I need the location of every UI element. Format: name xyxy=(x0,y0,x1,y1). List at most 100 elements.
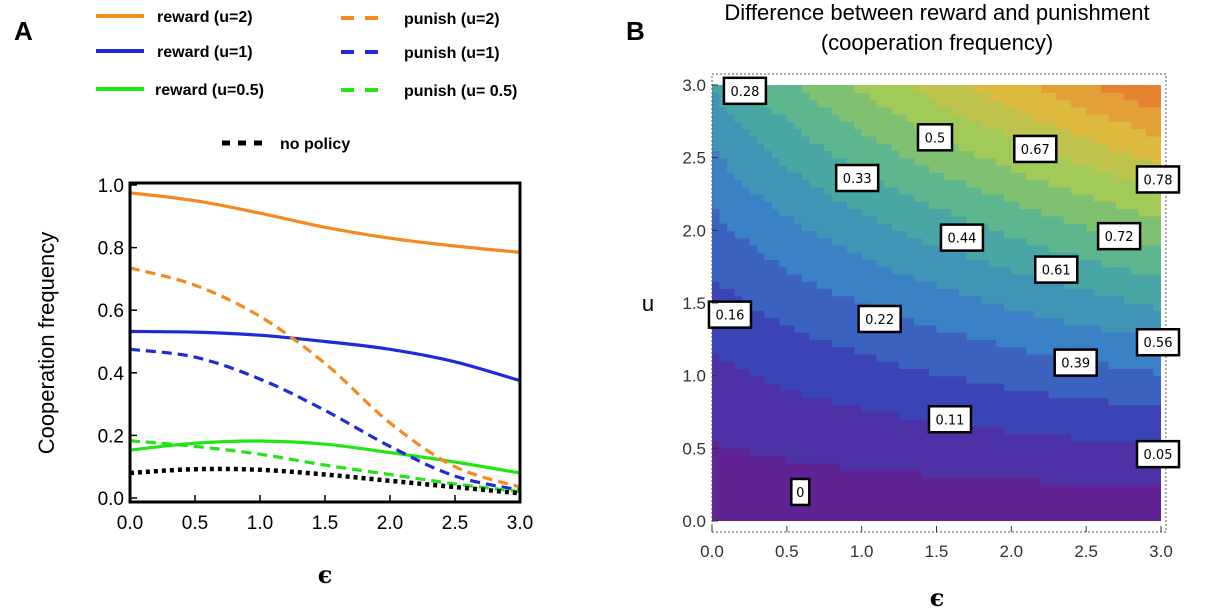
heatmap-cell xyxy=(839,259,848,268)
heatmap-cell xyxy=(943,462,953,471)
heatmap-cell xyxy=(981,404,990,413)
heatmap-cell xyxy=(779,273,788,282)
heatmap-cell xyxy=(1153,404,1161,413)
y-tick-label: 2.5 xyxy=(682,149,706,168)
heatmap-cell xyxy=(1063,172,1072,181)
heatmap-cell xyxy=(1123,273,1132,282)
heatmap-cell xyxy=(1063,179,1072,188)
heatmap-cell xyxy=(1123,121,1132,130)
heatmap-cell xyxy=(891,477,900,486)
heatmap-cell xyxy=(1093,441,1102,449)
heatmap-cell xyxy=(749,266,758,275)
heatmap-cell xyxy=(876,353,885,362)
heatmap-cell xyxy=(801,288,810,297)
heatmap-cell xyxy=(1026,99,1035,108)
heatmap-cell xyxy=(929,448,938,457)
heatmap-cell xyxy=(756,135,765,144)
heatmap-cell xyxy=(899,404,908,413)
heatmap-cell xyxy=(951,317,960,326)
heatmap-cell xyxy=(1018,455,1027,464)
heatmap-cell xyxy=(1048,332,1057,340)
heatmap-cell xyxy=(884,353,893,362)
heatmap-cell xyxy=(906,419,915,428)
heatmap-cell xyxy=(839,470,848,478)
heatmap-cell xyxy=(816,361,825,369)
heatmap-cell xyxy=(712,99,721,108)
heatmap-cell xyxy=(876,230,885,239)
heatmap-cell xyxy=(921,164,930,173)
heatmap-cell xyxy=(816,491,825,500)
heatmap-cell xyxy=(906,404,915,413)
heatmap-cell xyxy=(854,194,863,202)
heatmap-cell xyxy=(1131,382,1140,391)
heatmap-cell xyxy=(846,266,855,275)
heatmap-cell xyxy=(951,99,960,108)
heatmap-cell xyxy=(1093,288,1102,297)
heatmap-cell xyxy=(1003,106,1012,115)
heatmap-cell xyxy=(921,506,930,515)
heatmap-cell xyxy=(929,281,938,290)
heatmap-cell xyxy=(899,317,908,326)
heatmap-cell xyxy=(712,462,721,471)
heatmap-cell xyxy=(1063,339,1072,348)
heatmap-cell xyxy=(996,470,1005,478)
heatmap-cell xyxy=(1026,114,1035,122)
heatmap-cell xyxy=(914,201,923,210)
heatmap-cell xyxy=(1071,412,1080,420)
x-tick-label: 0.5 xyxy=(182,513,208,534)
heatmap-cell xyxy=(1071,150,1080,159)
heatmap-cell xyxy=(876,441,885,449)
heatmap-cell xyxy=(884,121,893,130)
heatmap-cell xyxy=(1138,157,1147,166)
heatmap-cell xyxy=(1123,433,1132,442)
heatmap-cell xyxy=(1093,477,1102,486)
heatmap-cell xyxy=(943,353,953,362)
heatmap-cell xyxy=(996,230,1005,239)
heatmap-cell xyxy=(1101,85,1110,93)
heatmap-cell xyxy=(981,266,990,275)
heatmap-cell xyxy=(786,513,795,521)
heatmap-cell xyxy=(988,339,997,348)
heatmap-cell xyxy=(1086,186,1095,195)
heatmap-cell xyxy=(741,121,751,130)
heatmap-cell xyxy=(981,259,990,268)
heatmap-cell xyxy=(891,223,900,231)
heatmap-cell xyxy=(794,194,803,202)
heatmap-cell xyxy=(1153,303,1161,311)
heatmap-cell xyxy=(1108,462,1117,471)
heatmap-cell xyxy=(981,288,990,297)
heatmap-cell xyxy=(1056,157,1065,166)
heatmap-cell xyxy=(914,324,923,333)
heatmap-cell xyxy=(1153,499,1161,508)
heatmap-cell xyxy=(958,332,968,340)
heatmap-cell xyxy=(1153,506,1161,515)
heatmap-cell xyxy=(876,121,885,130)
heatmap-cell xyxy=(1116,397,1125,406)
heatmap-cell xyxy=(1131,339,1140,348)
heatmap-cell xyxy=(1033,339,1042,348)
contour-label-box xyxy=(857,304,902,334)
heatmap-cell xyxy=(1086,404,1095,413)
heatmap-cell xyxy=(876,150,885,159)
heatmap-cell xyxy=(831,412,840,420)
heatmap-cell xyxy=(936,470,945,478)
heatmap-cell xyxy=(1011,513,1020,521)
heatmap-cell xyxy=(899,390,908,399)
heatmap-cell xyxy=(1131,484,1140,493)
heatmap-cell xyxy=(914,470,923,478)
heatmap-cell xyxy=(936,172,945,181)
heatmap-cell xyxy=(831,157,840,166)
heatmap-cell xyxy=(1108,106,1117,115)
heatmap-cell xyxy=(876,135,885,144)
heatmap-cell xyxy=(824,324,833,333)
heatmap-cell xyxy=(726,121,736,130)
heatmap-cell xyxy=(876,99,885,108)
heatmap-cell xyxy=(831,448,840,457)
heatmap-cell xyxy=(899,106,908,115)
heatmap-cell xyxy=(1078,266,1087,275)
heatmap-cell xyxy=(1003,201,1012,210)
heatmap-cell xyxy=(1011,208,1020,217)
heatmap-cell xyxy=(794,470,803,478)
heatmap-cell xyxy=(921,273,930,282)
heatmap-cell xyxy=(1041,99,1050,108)
